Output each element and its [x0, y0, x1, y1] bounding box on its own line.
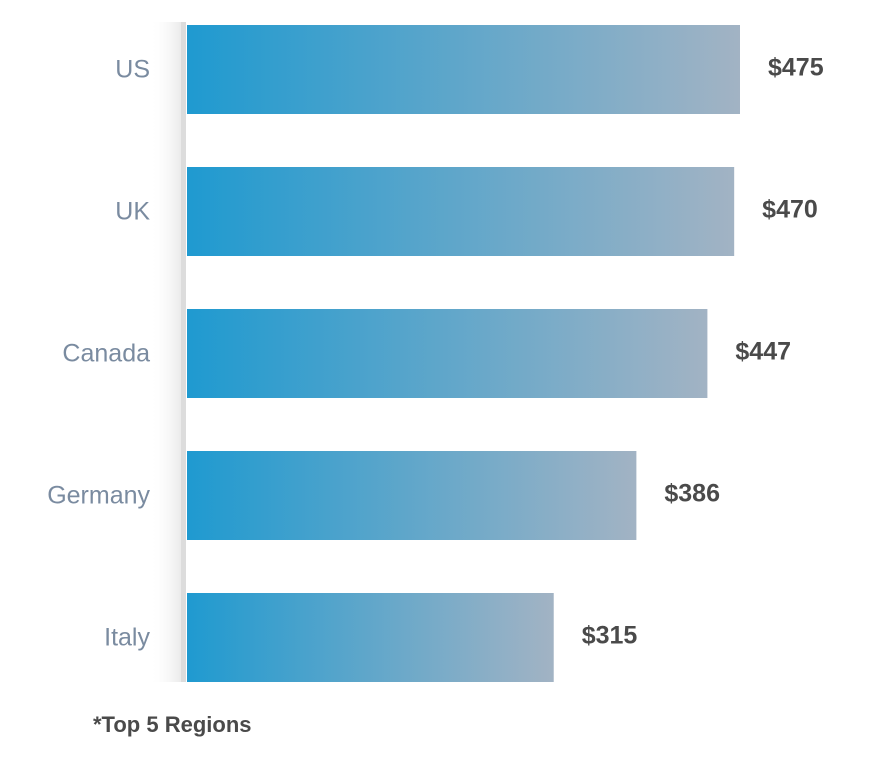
horizontal-bar-chart: US $475 UK $470 Canada $447 Germany $386 Italy $3…: [47, 22, 824, 682]
value-label-uk: $470: [762, 196, 818, 224]
footnote: *Top 5 Regions: [93, 712, 252, 737]
y-axis-line: [181, 22, 186, 682]
value-label-canada: $447: [735, 338, 791, 366]
bar-us: [187, 25, 740, 114]
axis-shadow: [150, 22, 182, 682]
category-label-germany: Germany: [47, 482, 150, 510]
category-label-canada: Canada: [62, 340, 150, 368]
category-label-uk: UK: [115, 198, 150, 226]
category-label-italy: Italy: [104, 624, 150, 652]
value-label-germany: $386: [664, 480, 720, 508]
category-label-us: US: [115, 56, 150, 84]
value-label-italy: $315: [582, 622, 638, 650]
bar-uk: [187, 167, 735, 256]
bars-group: US $475 UK $470 Canada $447 Germany $386 Italy $3…: [47, 25, 824, 682]
bar-canada: [187, 309, 708, 398]
value-label-us: $475: [768, 54, 824, 82]
bar-germany: [187, 451, 637, 540]
bar-italy: [187, 593, 554, 682]
